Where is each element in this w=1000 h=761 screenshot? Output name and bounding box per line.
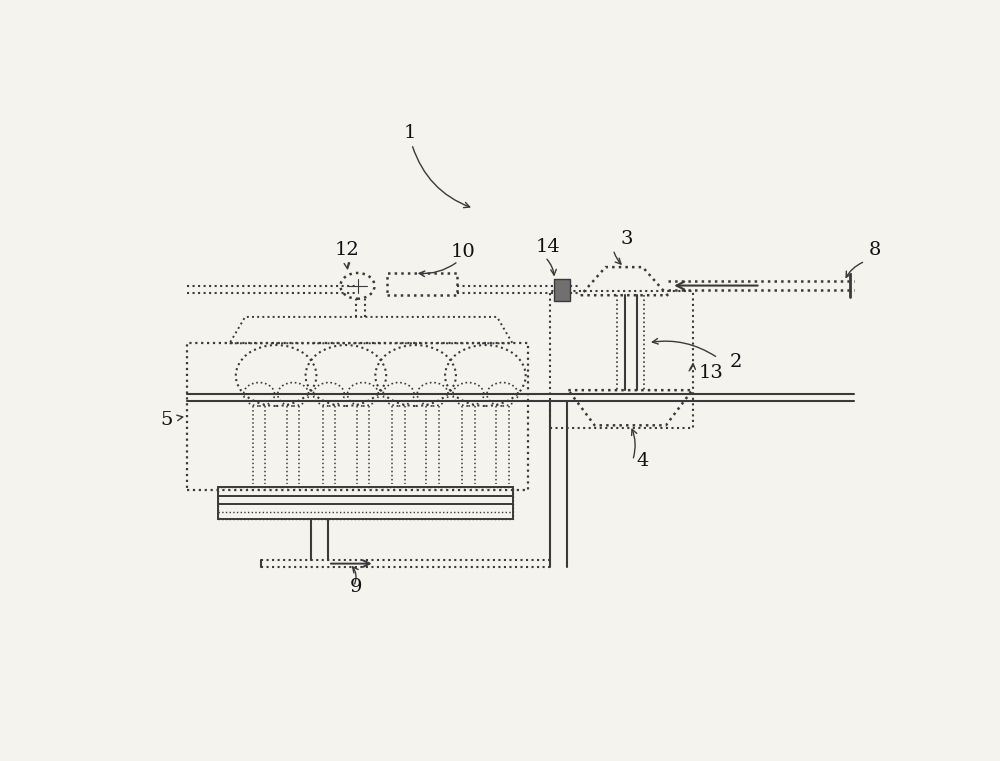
Text: 1: 1	[404, 124, 416, 142]
Text: 14: 14	[536, 238, 560, 256]
Bar	[550, 291, 693, 428]
Text: 10: 10	[450, 243, 475, 260]
Bar	[387, 273, 457, 295]
Text: 5: 5	[160, 412, 172, 429]
Bar	[187, 343, 528, 490]
Text: 2: 2	[730, 353, 742, 371]
Bar	[218, 487, 512, 519]
Text: 8: 8	[869, 241, 881, 260]
Text: 13: 13	[698, 365, 723, 383]
Bar	[218, 487, 512, 519]
Bar	[554, 279, 570, 301]
Text: 3: 3	[621, 230, 634, 247]
Text: 4: 4	[637, 452, 649, 470]
Text: 9: 9	[350, 578, 362, 597]
Text: 12: 12	[334, 241, 359, 260]
